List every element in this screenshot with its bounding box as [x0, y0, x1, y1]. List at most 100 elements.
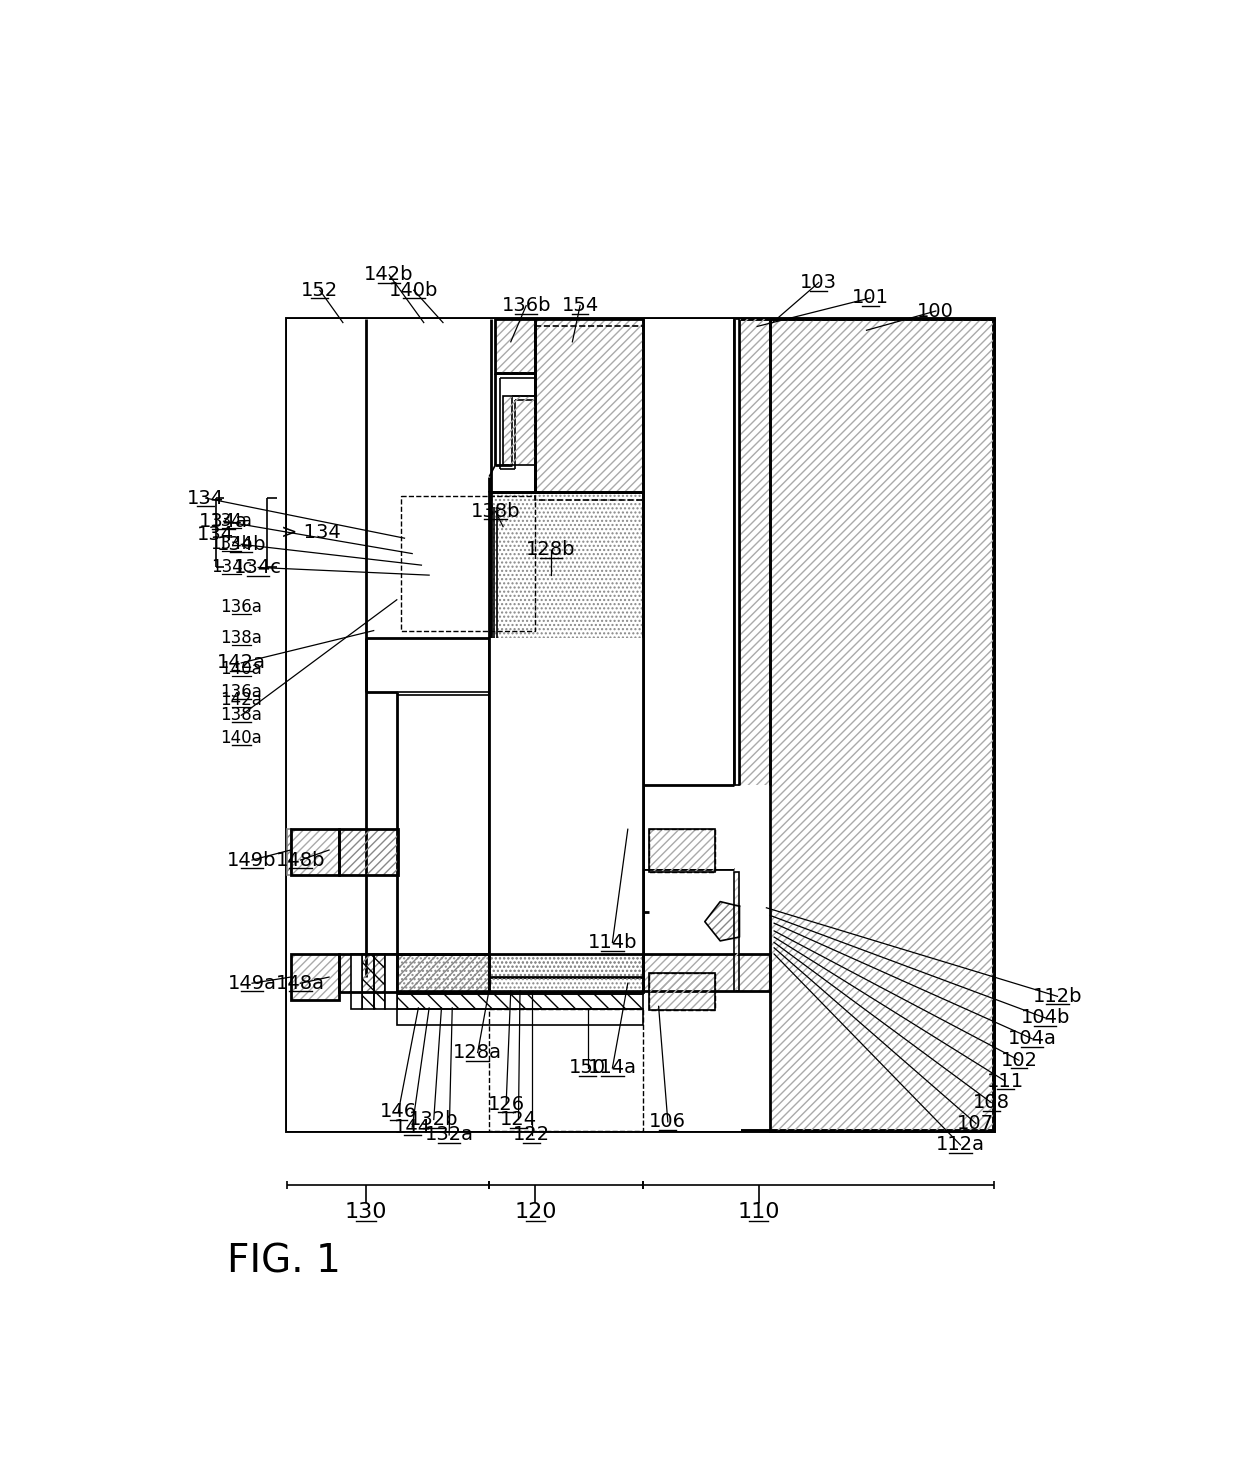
Bar [290, 953, 339, 1000]
Text: 140a: 140a [221, 660, 262, 679]
Bar [339, 829, 398, 876]
Bar [490, 1009, 644, 1131]
Text: 104b: 104b [1021, 1008, 1070, 1027]
Text: 126: 126 [487, 1094, 525, 1114]
Text: 152: 152 [301, 281, 339, 300]
Text: 154: 154 [562, 297, 599, 316]
Bar [536, 319, 644, 492]
Text: 108: 108 [972, 1093, 1009, 1112]
Bar [286, 319, 993, 1131]
Bar [644, 784, 734, 870]
Text: 134: 134 [187, 489, 224, 508]
Bar [536, 319, 644, 492]
Bar [397, 953, 644, 993]
Text: 122: 122 [513, 1125, 551, 1144]
Bar [490, 492, 644, 977]
Bar [290, 829, 339, 876]
Text: 134: 134 [197, 524, 234, 544]
Text: 140a: 140a [221, 730, 262, 748]
Text: 136a: 136a [221, 683, 262, 701]
Text: 138b: 138b [471, 502, 520, 520]
Bar [650, 829, 714, 871]
Text: 104a: 104a [1008, 1030, 1056, 1049]
Text: 114b: 114b [588, 933, 637, 952]
Bar [362, 953, 373, 1009]
Bar [734, 871, 739, 992]
Text: 111: 111 [987, 1071, 1024, 1090]
Bar [644, 319, 734, 784]
Text: 106: 106 [650, 1112, 686, 1131]
Bar [770, 319, 993, 1131]
Text: 100: 100 [918, 301, 955, 320]
Bar [351, 953, 362, 1009]
Text: 112a: 112a [936, 1136, 985, 1155]
Bar [373, 953, 386, 1009]
Text: 149b: 149b [227, 851, 277, 870]
Text: 148b: 148b [275, 851, 325, 870]
Text: 134b: 134b [217, 535, 267, 554]
Text: 130: 130 [345, 1202, 387, 1222]
Text: 134a: 134a [211, 513, 252, 530]
Text: 142a: 142a [221, 690, 262, 710]
Bar [490, 638, 644, 953]
Text: > 134: > 134 [281, 523, 341, 542]
Text: 136b: 136b [501, 297, 551, 316]
Text: 128a: 128a [453, 1043, 502, 1062]
Text: 136a: 136a [221, 598, 262, 617]
Bar [339, 829, 398, 876]
Bar [286, 319, 742, 1131]
Bar [739, 319, 770, 784]
Bar [397, 995, 644, 1009]
Bar [401, 497, 536, 630]
Bar [650, 974, 714, 1011]
Text: 102: 102 [1001, 1050, 1038, 1069]
Text: 134c: 134c [211, 558, 252, 576]
Text: 132b: 132b [409, 1111, 459, 1130]
Text: 142b: 142b [365, 266, 414, 285]
Bar [397, 1009, 644, 1025]
Text: 149a: 149a [227, 974, 277, 993]
Text: 150: 150 [569, 1059, 606, 1077]
Bar [495, 319, 536, 373]
Bar [650, 829, 714, 871]
Bar [644, 953, 770, 992]
Text: 103: 103 [800, 273, 837, 292]
Bar [734, 871, 739, 992]
Bar [503, 395, 536, 466]
Bar [770, 319, 993, 1131]
Text: 144: 144 [393, 1118, 430, 1137]
Bar [644, 870, 734, 912]
Bar [536, 326, 644, 499]
Bar [290, 829, 339, 876]
Text: 134a: 134a [200, 511, 248, 530]
Bar [339, 953, 490, 993]
Text: 146: 146 [379, 1102, 417, 1121]
Bar [490, 492, 644, 977]
Bar [386, 953, 397, 1009]
Text: 128b: 128b [526, 541, 575, 560]
Bar [495, 319, 536, 373]
Text: 132a: 132a [424, 1125, 474, 1144]
Text: 107: 107 [957, 1114, 994, 1133]
Text: 120: 120 [515, 1202, 557, 1222]
Text: 134b: 134b [210, 535, 253, 554]
Bar [650, 974, 714, 1011]
Bar [397, 953, 644, 993]
Text: 101: 101 [852, 288, 889, 307]
Text: FIG. 1: FIG. 1 [227, 1243, 341, 1281]
Text: 138a: 138a [221, 707, 262, 724]
Text: 110: 110 [738, 1202, 780, 1222]
Bar [650, 829, 714, 871]
Text: 148a: 148a [277, 974, 325, 993]
Bar [644, 953, 770, 992]
Bar [290, 953, 339, 1000]
Text: 138a: 138a [221, 629, 262, 648]
Text: 140b: 140b [389, 281, 439, 300]
Bar [397, 992, 644, 995]
Bar [503, 395, 536, 466]
Text: 114a: 114a [588, 1059, 637, 1077]
Text: 134c: 134c [234, 558, 283, 577]
Bar [339, 953, 490, 993]
Text: 112b: 112b [1033, 987, 1083, 1006]
Text: 124: 124 [500, 1111, 537, 1130]
